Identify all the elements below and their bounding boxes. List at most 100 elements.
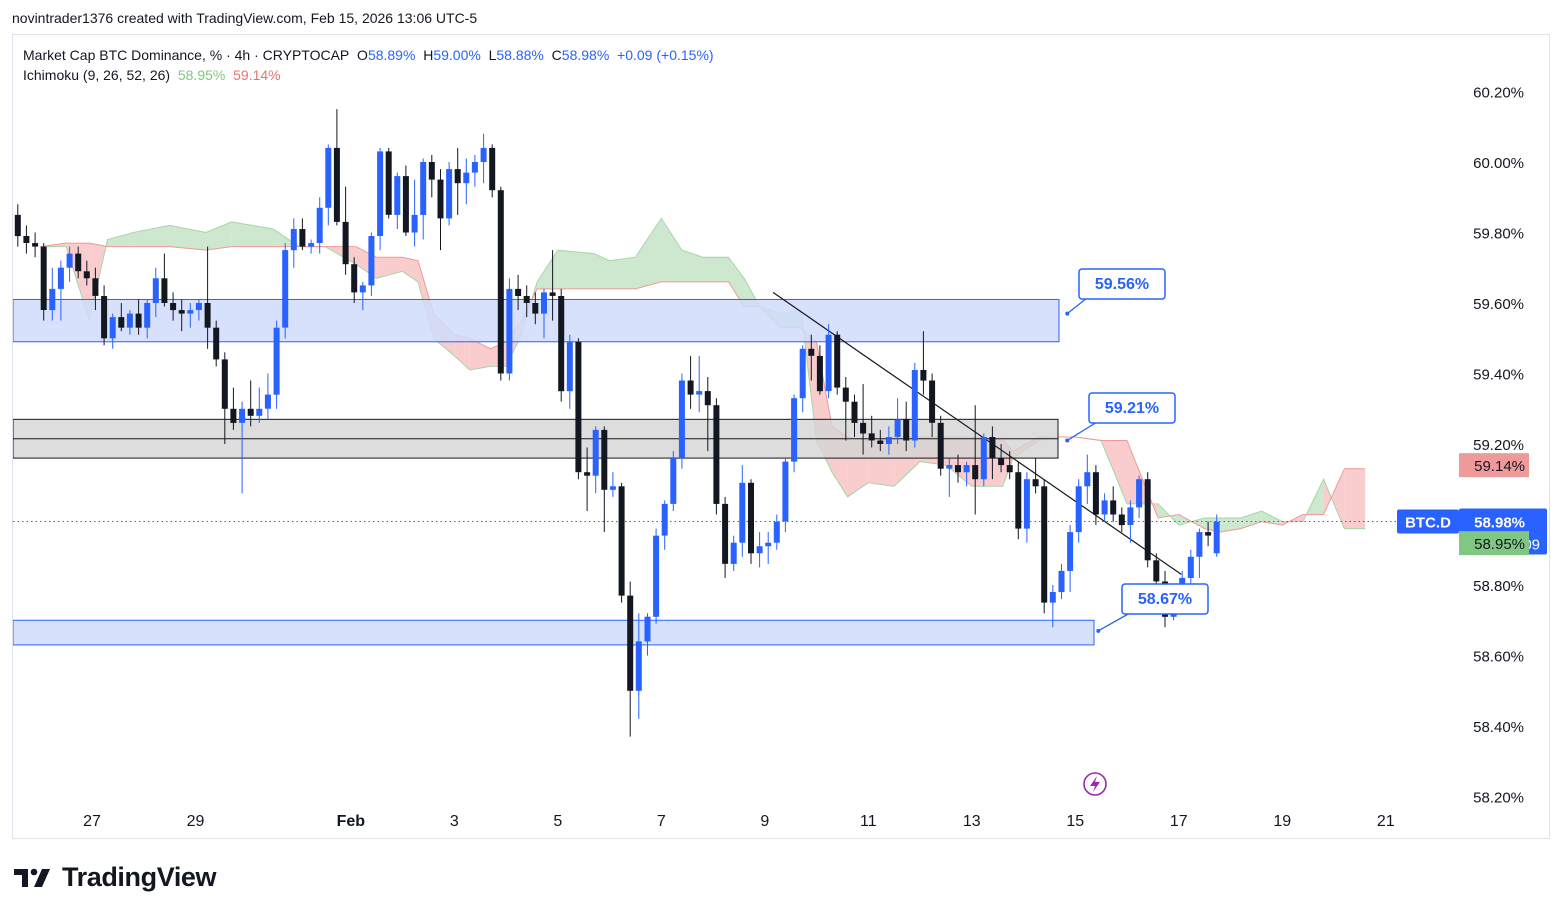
ichimoku-cloud-segment bbox=[133, 225, 170, 247]
bullish-candle bbox=[696, 355, 703, 413]
candle-body bbox=[773, 521, 780, 543]
bullish-candle bbox=[791, 394, 798, 473]
bearish-candle bbox=[1110, 486, 1117, 522]
bullish-candle bbox=[541, 288, 547, 339]
bearish-candle bbox=[937, 415, 944, 476]
candle-body bbox=[170, 303, 177, 311]
base-line-badge: 59.14% bbox=[1459, 453, 1529, 478]
bearish-candle bbox=[6, 187, 12, 222]
bullish-candle bbox=[765, 532, 772, 564]
candle-body bbox=[851, 401, 858, 423]
candle-body bbox=[161, 278, 168, 303]
candle-body bbox=[1075, 486, 1082, 533]
bullish-candle bbox=[463, 158, 470, 205]
bearish-candle bbox=[523, 285, 530, 318]
candle-body bbox=[704, 391, 711, 406]
bullish-candle bbox=[1075, 479, 1082, 543]
bullish-candle bbox=[739, 465, 746, 557]
bearish-candle bbox=[135, 299, 142, 335]
bullish-candle bbox=[894, 398, 901, 444]
candle-body bbox=[748, 482, 754, 554]
bullish-candle bbox=[1023, 472, 1030, 543]
candle-body bbox=[678, 380, 685, 459]
ichimoku-cloud-segment bbox=[169, 225, 206, 251]
candle-body bbox=[1136, 479, 1143, 508]
bullish-candle bbox=[316, 197, 323, 254]
bullish-candle bbox=[49, 267, 56, 321]
candle-body bbox=[135, 313, 142, 328]
bearish-candle bbox=[860, 384, 867, 455]
bullish-candle bbox=[308, 239, 315, 254]
lightning-icon[interactable] bbox=[1083, 772, 1107, 796]
bullish-candle bbox=[963, 461, 970, 487]
candle-body bbox=[92, 278, 99, 296]
bearish-candle bbox=[972, 405, 979, 515]
legend-open-label: O bbox=[357, 47, 368, 63]
bullish-candle bbox=[782, 458, 789, 533]
x-tick-label: 9 bbox=[760, 813, 769, 830]
candle-body bbox=[756, 546, 763, 554]
ichimoku-cloud-segment bbox=[454, 334, 470, 370]
bullish-candle bbox=[661, 500, 668, 550]
candle-body bbox=[1110, 500, 1117, 515]
candle-body bbox=[842, 387, 849, 402]
bullish-candle bbox=[187, 303, 194, 328]
candle-body bbox=[1092, 472, 1099, 515]
tradingview-logo[interactable]: TradingView bbox=[14, 862, 217, 893]
candle-body bbox=[860, 422, 867, 434]
candle-body bbox=[575, 341, 582, 473]
candle-body bbox=[687, 380, 694, 395]
bearish-candle bbox=[23, 225, 30, 254]
candle-body bbox=[799, 348, 806, 399]
bearish-candle bbox=[929, 373, 936, 437]
legend-main-series[interactable]: Market Cap BTC Dominance, % · 4h · CRYPT… bbox=[23, 45, 714, 65]
legend-close: 58.98% bbox=[561, 47, 610, 63]
price-callout: 59.21% bbox=[1065, 392, 1176, 443]
candle-body bbox=[394, 176, 401, 215]
bearish-candle bbox=[851, 394, 858, 437]
candle-body bbox=[480, 147, 487, 162]
callout-label: 59.21% bbox=[1105, 400, 1159, 417]
candle-body bbox=[601, 429, 608, 490]
candle-body bbox=[1187, 556, 1194, 578]
chart-attribution: novintrader1376 created with TradingView… bbox=[12, 10, 478, 26]
bullish-candle bbox=[946, 458, 953, 497]
candle-body bbox=[402, 176, 409, 233]
last-price-label: 58.98% bbox=[1474, 515, 1525, 532]
ichimoku-cloud-segment bbox=[205, 221, 232, 251]
bullish-candle bbox=[773, 514, 780, 550]
candle-body bbox=[1153, 560, 1160, 582]
candle-body bbox=[989, 437, 996, 459]
candle-body bbox=[83, 271, 90, 279]
bearish-candle bbox=[221, 352, 228, 444]
legend-indicator-row[interactable]: Ichimoku (9, 26, 52, 26) 58.95% 59.14% bbox=[23, 65, 714, 85]
callout-label: 59.56% bbox=[1095, 276, 1149, 293]
candle-body bbox=[506, 288, 513, 374]
y-tick-label: 59.60% bbox=[1473, 296, 1524, 313]
price-axis: 60.20% 60.00% 59.80% 59.60% 59.40% 59.20% 58.8… bbox=[1397, 85, 1547, 807]
candle-body bbox=[549, 292, 556, 296]
bearish-candle bbox=[903, 401, 910, 452]
bearish-candle bbox=[1153, 553, 1160, 589]
ichimoku-cloud-segment bbox=[1261, 511, 1283, 526]
bullish-candle bbox=[394, 172, 401, 229]
bearish-candle bbox=[601, 426, 608, 533]
bearish-candle bbox=[92, 267, 99, 311]
bearish-candle bbox=[713, 398, 720, 515]
candle-body bbox=[40, 246, 47, 310]
candle-body bbox=[1058, 570, 1065, 593]
bearish-candle bbox=[627, 581, 634, 737]
x-tick-label: 21 bbox=[1377, 813, 1395, 830]
candle-body bbox=[1118, 514, 1125, 526]
bearish-candle bbox=[722, 496, 729, 578]
x-tick-label: 29 bbox=[187, 813, 205, 830]
bearish-candle bbox=[575, 338, 582, 480]
callout-pointer bbox=[1066, 421, 1098, 442]
bullish-candle bbox=[377, 147, 384, 251]
candle-body bbox=[627, 595, 634, 691]
bullish-candle bbox=[411, 179, 418, 247]
bullish-candle bbox=[670, 451, 677, 511]
bullish-candle bbox=[144, 299, 151, 339]
price-zones bbox=[13, 298, 1095, 646]
